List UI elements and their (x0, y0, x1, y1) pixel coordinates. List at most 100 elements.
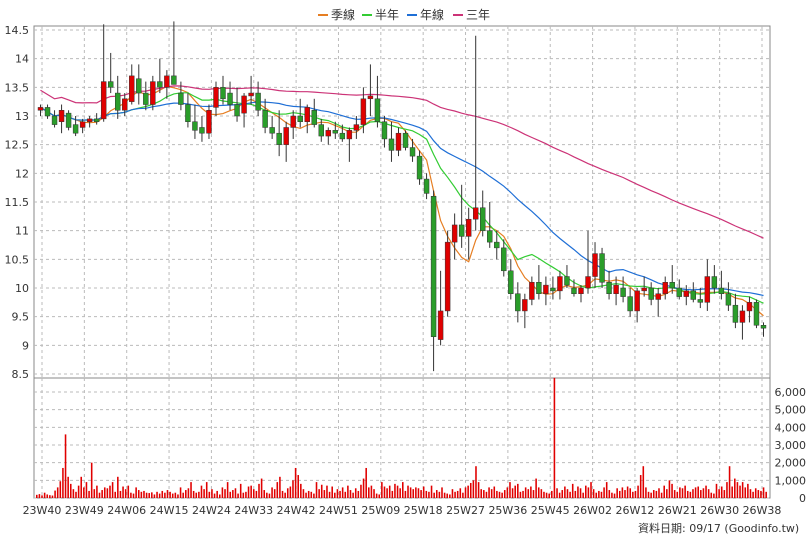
volume-bar (224, 489, 226, 498)
volume-bar (62, 467, 64, 498)
x-tick-label: 26W12 (616, 504, 655, 517)
volume-bar (140, 491, 143, 498)
candle-body (115, 92, 121, 111)
volume-bar (535, 478, 537, 498)
volume-bar (469, 482, 472, 498)
candle-body (150, 81, 156, 105)
candle-body (332, 130, 339, 134)
candle-body (86, 118, 93, 122)
volume-bar (226, 482, 229, 498)
footer-date: 資料日期: 09/17 (Goodinfo.tw) (638, 521, 799, 535)
volume-bar (203, 489, 205, 498)
volume-bar (663, 485, 665, 498)
volume-bar (64, 434, 67, 498)
volume-bar (668, 480, 671, 498)
volume-tick-label: 0 (799, 492, 806, 505)
volume-bar (720, 486, 723, 498)
volume-bar (93, 489, 96, 498)
volume-bar (462, 492, 464, 498)
volume-bar (334, 492, 336, 498)
volume-bar (621, 487, 624, 498)
volume-bar (762, 487, 765, 498)
candle-body (93, 118, 100, 122)
volume-bar (569, 491, 571, 498)
volume-bar (681, 488, 684, 498)
volume-bar (305, 492, 307, 498)
volume-bar (276, 482, 279, 498)
volume-bars (36, 377, 767, 498)
x-tick-label: 23W40 (23, 504, 62, 517)
candle-body (157, 81, 163, 88)
volume-bar (666, 489, 668, 498)
candle-body (248, 92, 254, 97)
candle-body (381, 121, 388, 140)
volume-bar (498, 491, 501, 498)
volume-bar (734, 478, 736, 498)
volume-bar (700, 490, 702, 498)
volume-bar (545, 492, 548, 498)
price-tick-label: 12 (15, 167, 29, 180)
volume-bar (564, 486, 566, 498)
ma-line-2 (40, 101, 764, 297)
volume-bar (686, 490, 689, 498)
volume-bar (205, 482, 208, 498)
volume-bar (396, 485, 399, 498)
candle-body (613, 284, 619, 294)
volume-bar (582, 492, 584, 498)
volume-bar (242, 492, 245, 498)
volume-bar (69, 483, 72, 498)
volume-bar (279, 476, 281, 498)
candle-body (353, 124, 360, 131)
volume-tick-label: 5,000 (775, 404, 807, 417)
volume-bar (689, 491, 692, 498)
candle-body (318, 124, 324, 137)
volume-bar (49, 495, 51, 498)
volume-bar (122, 486, 124, 498)
candle-body (388, 138, 395, 151)
volume-bar (634, 490, 637, 498)
volume-bar (75, 491, 77, 498)
volume-bar (511, 488, 514, 498)
volume-bar (754, 488, 757, 498)
volume-bar (352, 492, 354, 498)
volume-bar (85, 482, 88, 498)
candle-body (276, 132, 282, 145)
candle-body (346, 130, 353, 140)
candle-body (367, 95, 374, 100)
volume-bar (198, 491, 200, 498)
volume-bar (247, 486, 250, 498)
volume-bar (632, 491, 634, 498)
volume-bar (187, 488, 190, 498)
volume-bar (749, 489, 752, 498)
volume-bar (388, 485, 391, 498)
candle-body (472, 207, 479, 220)
candle-body (255, 92, 261, 111)
volume-bar (543, 491, 545, 498)
volume-bar (645, 487, 647, 498)
volume-bar (255, 490, 258, 498)
volume-bar (245, 491, 247, 498)
volume-bar (153, 494, 156, 498)
volume-bar (124, 489, 127, 498)
x-tick-label: 25W45 (531, 504, 570, 517)
candle-body (711, 276, 718, 289)
volume-bar (603, 487, 605, 498)
volume-bar (637, 485, 639, 498)
candle-body (241, 95, 247, 114)
price-tick-label: 9.5 (12, 311, 30, 324)
volume-bar (556, 488, 558, 498)
volume-bar (456, 490, 459, 498)
volume-bar (336, 489, 339, 498)
volume-tick-label: 1,000 (775, 474, 807, 487)
volume-bar (185, 490, 187, 498)
volume-bar (605, 482, 608, 498)
volume-bar (260, 478, 263, 498)
volume-bar (166, 490, 169, 498)
candle-body (122, 98, 128, 111)
volume-bar (67, 476, 69, 498)
ma-line-1 (40, 92, 764, 304)
volume-bar (399, 488, 401, 498)
volume-bar (451, 489, 454, 498)
candle-body (290, 115, 296, 128)
volume-bar (111, 482, 114, 498)
